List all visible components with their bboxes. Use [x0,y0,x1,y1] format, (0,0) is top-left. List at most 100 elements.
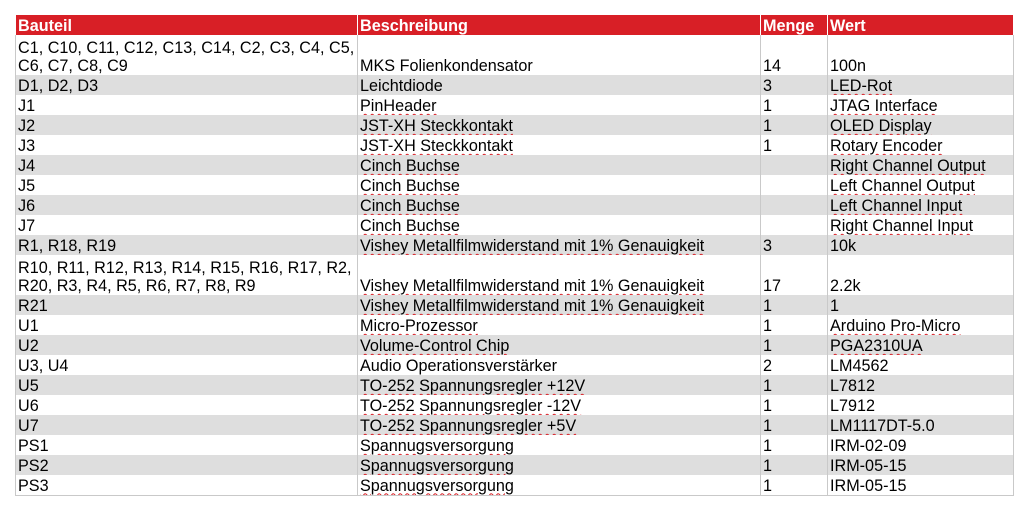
header-wert[interactable]: Wert [827,15,1014,35]
cell-wert[interactable]: IRM-02-09 [827,435,1014,455]
cell-bauteil[interactable]: U6 [15,395,358,415]
cell-wert[interactable]: Left Channel Output [827,175,1014,195]
cell-menge[interactable]: 1 [760,395,828,415]
cell-wert[interactable]: IRM-05-15 [827,455,1014,475]
cell-wert[interactable]: 2.2k [827,255,1014,295]
cell-wert[interactable]: JTAG Interface [827,95,1014,115]
cell-menge[interactable]: 1 [760,475,828,496]
cell-beschreibung[interactable]: PinHeader [357,95,761,115]
cell-beschreibung[interactable]: Audio Operationsverstärker [357,355,761,375]
cell-beschreibung-text: PinHeader [360,97,437,115]
cell-beschreibung-text: Vishey Metallfilmwiderstand mit 1% Genau… [360,237,705,255]
cell-menge-text: 1 [763,437,773,455]
cell-wert[interactable]: Left Channel Input [827,195,1014,215]
cell-menge[interactable]: 1 [760,135,828,155]
cell-bauteil[interactable]: PS3 [15,475,358,496]
cell-wert[interactable]: LED-Rot [827,75,1014,95]
cell-menge[interactable]: 2 [760,355,828,375]
cell-menge[interactable] [760,175,828,195]
cell-menge[interactable] [760,215,828,235]
cell-menge[interactable]: 3 [760,75,828,95]
cell-bauteil[interactable]: R10, R11, R12, R13, R14, R15, R16, R17, … [15,255,358,295]
cell-beschreibung[interactable]: Spannugsversorgung [357,435,761,455]
cell-beschreibung[interactable]: TO-252 Spannungsregler +12V [357,375,761,395]
cell-bauteil[interactable]: U7 [15,415,358,435]
cell-beschreibung[interactable]: Micro-Prozessor [357,315,761,335]
cell-menge[interactable]: 1 [760,455,828,475]
cell-bauteil[interactable]: U3, U4 [15,355,358,375]
cell-wert-text: PGA2310UA [830,337,923,355]
cell-wert[interactable]: PGA2310UA [827,335,1014,355]
cell-beschreibung[interactable]: MKS Folienkondensator [357,35,761,75]
cell-wert[interactable]: L7812 [827,375,1014,395]
cell-bauteil[interactable]: J2 [15,115,358,135]
cell-menge[interactable] [760,155,828,175]
cell-wert[interactable]: 1 [827,295,1014,315]
table-row: J4 Cinch Buchse Right Channel Output [15,155,1014,175]
cell-menge-text: 1 [763,117,773,135]
cell-bauteil[interactable]: PS1 [15,435,358,455]
cell-bauteil-text: J5 [18,177,36,195]
cell-wert[interactable]: Right Channel Input [827,215,1014,235]
header-bauteil[interactable]: Bauteil [15,15,358,35]
cell-menge[interactable]: 1 [760,415,828,435]
cell-bauteil[interactable]: PS2 [15,455,358,475]
cell-bauteil[interactable]: J4 [15,155,358,175]
cell-menge[interactable]: 1 [760,95,828,115]
cell-beschreibung[interactable]: Leichtdiode [357,75,761,95]
cell-beschreibung[interactable]: Cinch Buchse [357,215,761,235]
cell-wert[interactable]: 10k [827,235,1014,255]
cell-bauteil[interactable]: C1, C10, C11, C12, C13, C14, C2, C3, C4,… [15,35,358,75]
cell-bauteil[interactable]: J1 [15,95,358,115]
cell-beschreibung[interactable]: Vishey Metallfilmwiderstand mit 1% Genau… [357,255,761,295]
cell-menge[interactable]: 1 [760,375,828,395]
cell-bauteil[interactable]: U5 [15,375,358,395]
cell-bauteil-text: J1 [18,97,36,115]
cell-beschreibung[interactable]: Spannugsversorgung [357,455,761,475]
cell-beschreibung[interactable]: TO-252 Spannungsregler -12V [357,395,761,415]
cell-wert[interactable]: OLED Display [827,115,1014,135]
cell-menge[interactable]: 1 [760,335,828,355]
cell-wert[interactable]: L7912 [827,395,1014,415]
cell-bauteil[interactable]: U1 [15,315,358,335]
cell-menge[interactable] [760,195,828,215]
cell-wert[interactable]: Rotary Encoder [827,135,1014,155]
cell-menge[interactable]: 1 [760,295,828,315]
table-row: U2 Volume-Control Chip 1 PGA2310UA [15,335,1014,355]
cell-wert[interactable]: Arduino Pro-Micro [827,315,1014,335]
cell-beschreibung[interactable]: Spannugsversorgung [357,475,761,496]
cell-beschreibung[interactable]: Vishey Metallfilmwiderstand mit 1% Genau… [357,295,761,315]
cell-beschreibung[interactable]: Cinch Buchse [357,195,761,215]
cell-beschreibung[interactable]: Vishey Metallfilmwiderstand mit 1% Genau… [357,235,761,255]
cell-beschreibung[interactable]: JST-XH Steckkontakt [357,115,761,135]
cell-menge[interactable]: 3 [760,235,828,255]
header-beschreibung[interactable]: Beschreibung [357,15,761,35]
cell-beschreibung[interactable]: JST-XH Steckkontakt [357,135,761,155]
cell-beschreibung[interactable]: Cinch Buchse [357,155,761,175]
cell-beschreibung-text: TO-252 Spannungsregler +12V [360,377,586,395]
cell-menge[interactable]: 1 [760,435,828,455]
cell-bauteil[interactable]: D1, D2, D3 [15,75,358,95]
cell-wert[interactable]: LM4562 [827,355,1014,375]
cell-menge[interactable]: 1 [760,315,828,335]
cell-menge[interactable]: 1 [760,115,828,135]
cell-beschreibung[interactable]: Volume-Control Chip [357,335,761,355]
cell-wert[interactable]: IRM-05-15 [827,475,1014,496]
cell-wert[interactable]: 100n [827,35,1014,75]
cell-beschreibung[interactable]: Cinch Buchse [357,175,761,195]
cell-bauteil[interactable]: R21 [15,295,358,315]
cell-bauteil[interactable]: J7 [15,215,358,235]
header-menge[interactable]: Menge [760,15,828,35]
cell-menge[interactable]: 14 [760,35,828,75]
cell-bauteil[interactable]: R1, R18, R19 [15,235,358,255]
cell-menge[interactable]: 17 [760,255,828,295]
cell-wert-text: 100n [830,57,867,75]
cell-bauteil[interactable]: J5 [15,175,358,195]
cell-bauteil[interactable]: U2 [15,335,358,355]
cell-beschreibung[interactable]: TO-252 Spannungsregler +5V [357,415,761,435]
cell-wert[interactable]: Right Channel Output [827,155,1014,175]
cell-bauteil[interactable]: J3 [15,135,358,155]
cell-wert-text: OLED Display [830,117,932,135]
cell-wert[interactable]: LM1117DT-5.0 [827,415,1014,435]
cell-bauteil[interactable]: J6 [15,195,358,215]
